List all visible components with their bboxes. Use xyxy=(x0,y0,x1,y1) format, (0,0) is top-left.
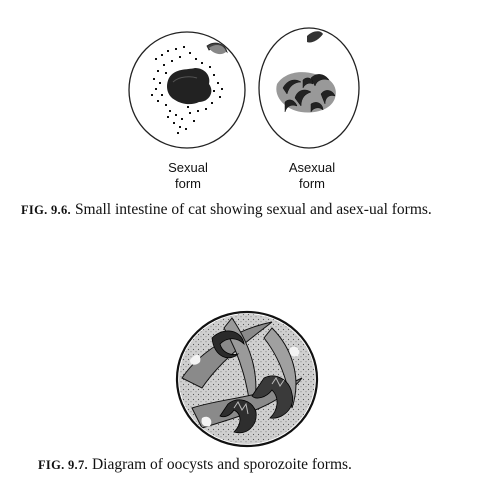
fig-9-7-caption-text: Diagram of oocysts and sporozoite forms. xyxy=(91,456,352,473)
asexual-label-line1: Asexual xyxy=(288,160,336,175)
oocyst xyxy=(175,310,319,448)
asexual-top-crescent xyxy=(307,31,323,43)
fig-9-6-caption: FIG. 9.6. Small intestine of cat showing … xyxy=(21,200,481,220)
sexual-label-line1: Sexual xyxy=(168,160,208,175)
fig-9-7-number: FIG. 9.7. xyxy=(38,458,88,472)
asexual-form-label: Asexual form xyxy=(272,160,352,192)
sexual-label-line2: form xyxy=(175,176,201,191)
fig-9-6-number: FIG. 9.6. xyxy=(21,203,71,217)
asexual-merozoites xyxy=(282,74,336,113)
fig-9-6-illustration xyxy=(128,27,360,149)
sexual-nucleus xyxy=(167,68,212,105)
fig-9-7-illustration xyxy=(175,310,319,448)
asexual-label-line2: form xyxy=(299,176,325,191)
sporozoite-band-4 xyxy=(263,327,297,409)
sporocyst-right xyxy=(251,375,294,419)
asexual-form-cell xyxy=(258,27,360,149)
sexual-form-cell xyxy=(128,31,246,149)
sexual-granules xyxy=(151,46,223,134)
sexual-form-label: Sexual form xyxy=(148,160,228,192)
fig-9-7-caption: FIG. 9.7. Diagram of oocysts and sporozoi… xyxy=(38,455,478,475)
sporocyst-upper xyxy=(211,330,245,359)
fig-9-6-caption-text: Small intestine of cat showing sexual an… xyxy=(74,201,432,218)
